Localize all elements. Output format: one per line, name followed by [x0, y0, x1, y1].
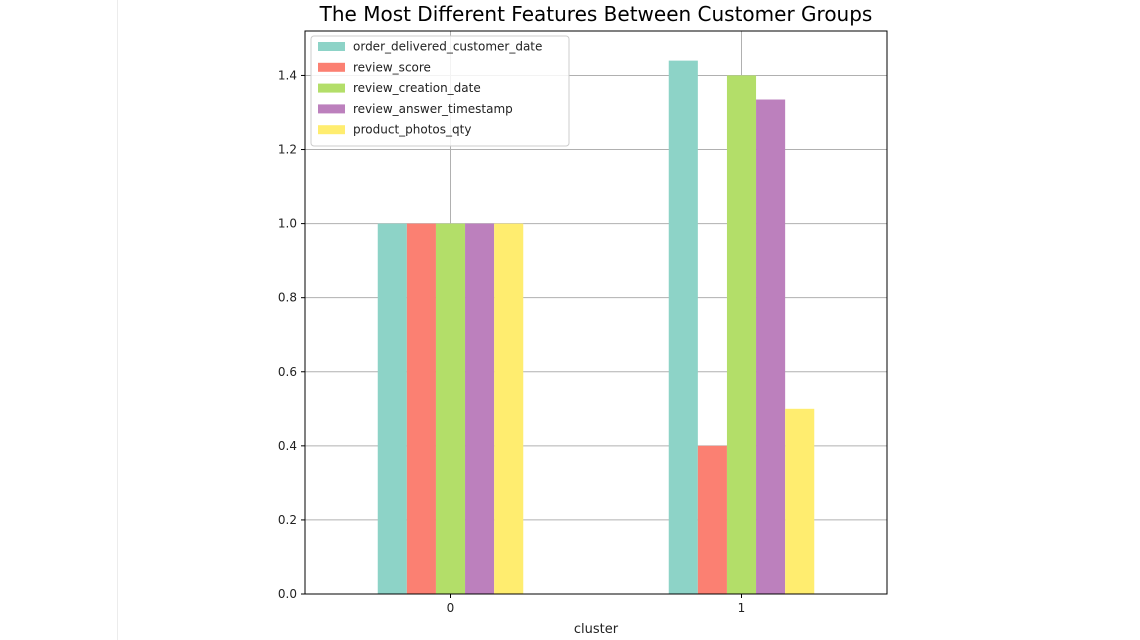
- page-divider: [117, 0, 118, 640]
- legend-label: product_photos_qty: [353, 123, 471, 137]
- y-tick-label: 0.8: [278, 291, 297, 305]
- y-tick-label: 0.6: [278, 365, 297, 379]
- x-axis-label: cluster: [574, 622, 619, 637]
- bar-review-creation-date-cluster-0: [435, 223, 466, 594]
- y-tick-label: 1.0: [278, 217, 297, 231]
- legend-swatch: [318, 83, 345, 93]
- legend-swatch: [318, 104, 345, 114]
- legend-label: order_delivered_customer_date: [353, 40, 542, 54]
- legend-label: review_answer_timestamp: [353, 102, 513, 116]
- legend-swatch: [318, 42, 345, 51]
- legend-label: review_score: [353, 60, 431, 74]
- bar-order-delivered-customer-date-cluster-1: [668, 60, 698, 594]
- bar-review-creation-date-cluster-1: [726, 75, 757, 594]
- y-tick-label: 0.4: [278, 439, 297, 453]
- plot-area-frame: [304, 30, 888, 595]
- y-tick-label: 0.2: [278, 513, 297, 527]
- y-tick-label: 1.2: [278, 143, 297, 157]
- y-tick-label: 1.4: [278, 68, 297, 82]
- bar-product-photos-qty-cluster-0: [494, 223, 524, 594]
- axis-ticks: 0.0 0.2 0.4 0.6 0.8 1.0 1.2 1.4 0 1: [278, 68, 745, 615]
- legend-swatch: [318, 125, 345, 135]
- legend: order_delivered_customer_date review_scor…: [310, 35, 570, 147]
- bar-review-answer-timestamp-cluster-0: [465, 223, 495, 594]
- legend-box: [310, 35, 570, 147]
- bars: [377, 60, 815, 595]
- legend-label: review_creation_date: [353, 81, 481, 95]
- x-tick-label: 0: [447, 601, 455, 615]
- chart-title: The Most Different Features Between Cust…: [319, 2, 873, 26]
- bar-review-score-cluster-0: [406, 223, 436, 594]
- bar-review-answer-timestamp-cluster-1: [756, 99, 786, 595]
- legend-swatch: [318, 62, 345, 72]
- bar-product-photos-qty-cluster-1: [785, 408, 815, 594]
- y-tick-label: 0.0: [278, 587, 297, 601]
- bar-review-score-cluster-1: [697, 445, 727, 594]
- x-tick-label: 1: [738, 601, 746, 615]
- bar-order-delivered-customer-date-cluster-0: [377, 223, 407, 594]
